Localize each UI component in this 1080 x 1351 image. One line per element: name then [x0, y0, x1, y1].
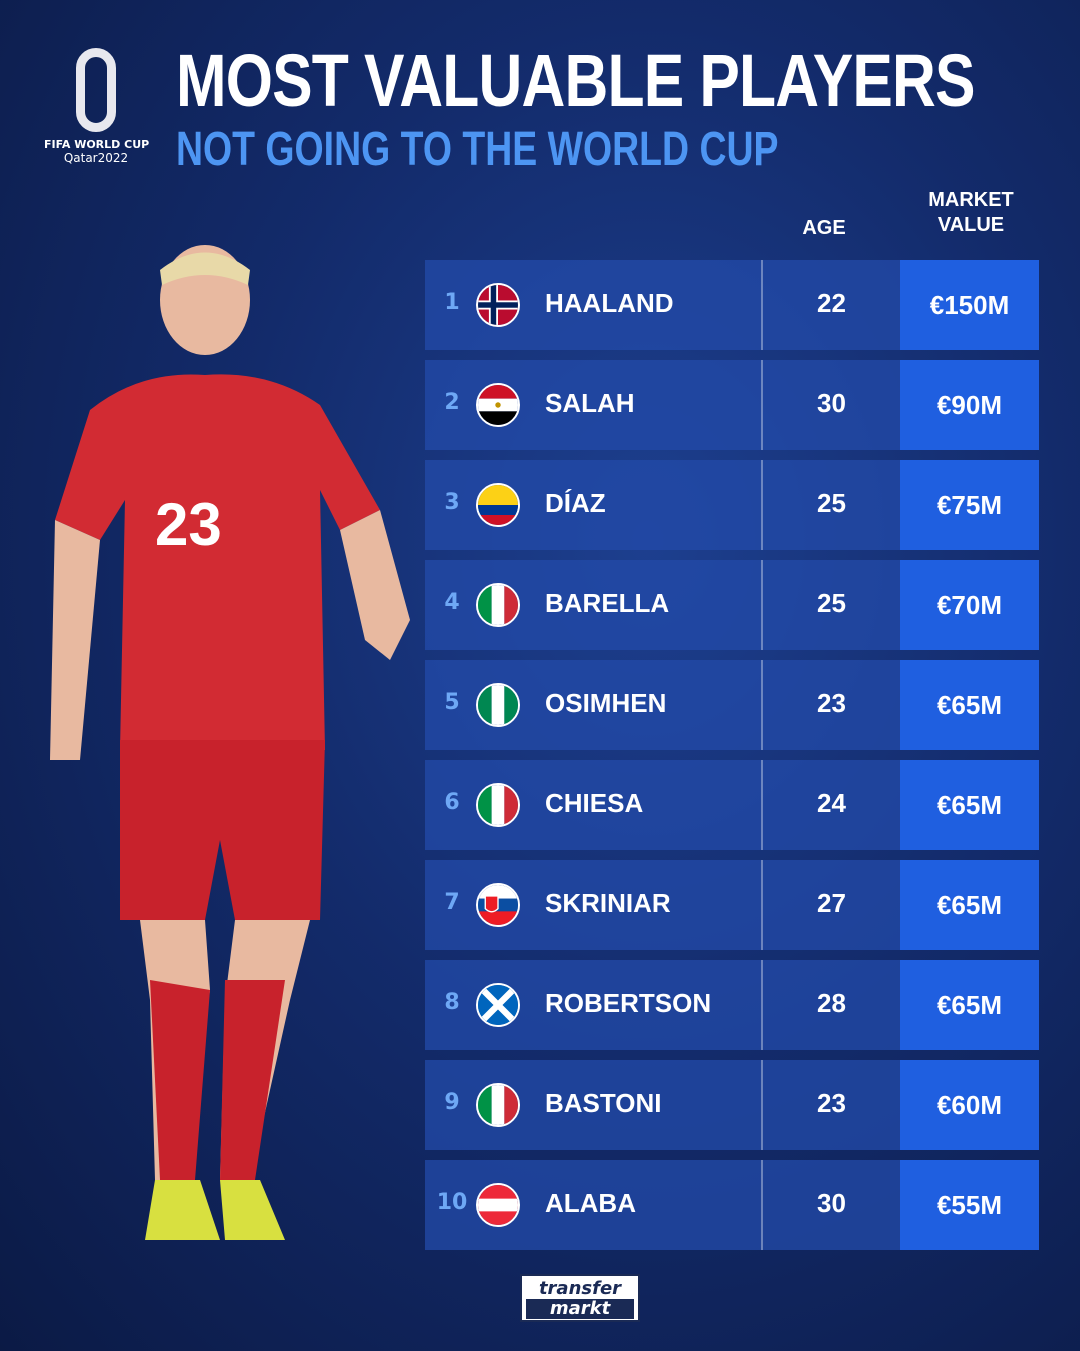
column-header-market-value: MARKET VALUE: [928, 189, 1014, 236]
table-row: 8 ROBERTSON 28 €65M: [425, 960, 1039, 1050]
player-age: 30: [817, 388, 846, 418]
market-value: €55M: [900, 1160, 1039, 1250]
market-value: €150M: [900, 260, 1039, 350]
page-subtitle: NOT GOING TO THE WORLD CUP: [176, 123, 779, 176]
brand-text: transfer: [538, 1278, 622, 1299]
market-value: €90M: [900, 360, 1039, 450]
player-name: OSIMHEN: [545, 688, 667, 718]
player-age: 23: [817, 1088, 846, 1118]
scotland-flag-icon: [476, 983, 520, 1027]
column-divider: [761, 260, 763, 350]
player-name: ROBERTSON: [545, 988, 712, 1018]
player-age: 25: [817, 488, 846, 518]
trophy-icon: [76, 48, 116, 132]
player-name: SKRINIAR: [545, 888, 671, 918]
column-divider: [761, 1060, 763, 1150]
market-value: €70M: [900, 560, 1039, 650]
player-name: SALAH: [545, 388, 635, 418]
rank: 7: [444, 890, 460, 915]
column-divider: [761, 860, 763, 950]
player-name: ALABA: [545, 1188, 636, 1218]
player-name: CHIESA: [545, 788, 644, 818]
table-row: 1 HAALAND 22 €150M: [425, 260, 1039, 350]
column-divider: [761, 360, 763, 450]
player-age: 28: [817, 988, 846, 1018]
player-name: DÍAZ: [545, 488, 606, 518]
column-divider: [761, 660, 763, 750]
logo-subtext: Qatar2022: [63, 151, 129, 165]
table-row: 9 BASTONI 23 €60M: [425, 1060, 1039, 1150]
player-age: 24: [817, 788, 846, 818]
player-name: BASTONI: [545, 1088, 662, 1118]
nigeria-flag-icon: [476, 683, 520, 727]
slovakia-flag-icon: [476, 883, 520, 927]
rank: 3: [444, 490, 460, 515]
market-value: €65M: [900, 660, 1039, 750]
austria-flag-icon: [476, 1183, 520, 1227]
page-title: MOST VALUABLE PLAYERS: [176, 39, 975, 122]
market-value: €65M: [900, 960, 1039, 1050]
table-row: 5 OSIMHEN 23 €65M: [425, 660, 1039, 750]
column-divider: [761, 1160, 763, 1250]
rank: 10: [436, 1190, 468, 1215]
column-divider: [761, 560, 763, 650]
table-row: 2 SALAH 30 €90M: [425, 360, 1039, 450]
rank: 2: [444, 390, 460, 415]
rank: 1: [444, 290, 460, 315]
market-value: €60M: [900, 1060, 1039, 1150]
svg-text:23: 23: [155, 491, 222, 558]
egypt-flag-icon: [476, 383, 520, 427]
table-row: 3 DÍAZ 25 €75M: [425, 460, 1039, 550]
logo-text: FIFA WORLD CUP: [44, 138, 150, 151]
table-row: 7 SKRINIAR 27 €65M: [425, 860, 1039, 950]
brand-text-2: markt: [526, 1299, 634, 1319]
table-row: 6 CHIESA 24 €65M: [425, 760, 1039, 850]
player-age: 22: [817, 288, 846, 318]
italy-flag-icon: [476, 1083, 520, 1127]
column-divider: [761, 460, 763, 550]
player-age: 23: [817, 688, 846, 718]
rank: 4: [444, 590, 460, 615]
rank: 5: [444, 690, 460, 715]
table-row: 4 BARELLA 25 €70M: [425, 560, 1039, 650]
table-row: 10 ALABA 30 €55M: [425, 1160, 1039, 1250]
player-age: 25: [817, 588, 846, 618]
market-value: €75M: [900, 460, 1039, 550]
rank: 8: [444, 990, 460, 1015]
player-age: 30: [817, 1188, 846, 1218]
player-age: 27: [817, 888, 846, 918]
player-name: HAALAND: [545, 288, 674, 318]
rank: 6: [444, 790, 460, 815]
colombia-flag-icon: [476, 483, 520, 527]
market-value: €65M: [900, 760, 1039, 850]
fifa-world-cup-logo: FIFA WORLD CUP Qatar2022: [44, 48, 150, 165]
rank: 9: [444, 1090, 460, 1115]
italy-flag-icon: [476, 583, 520, 627]
market-value: €65M: [900, 860, 1039, 950]
player-name: BARELLA: [545, 588, 670, 618]
transfermarkt-logo: transfer markt: [520, 1274, 640, 1322]
column-divider: [761, 960, 763, 1050]
column-header-age: AGE: [802, 217, 846, 239]
norway-flag-icon: [476, 283, 520, 327]
player-photo: 23: [50, 245, 410, 1240]
italy-flag-icon: [476, 783, 520, 827]
column-divider: [761, 760, 763, 850]
